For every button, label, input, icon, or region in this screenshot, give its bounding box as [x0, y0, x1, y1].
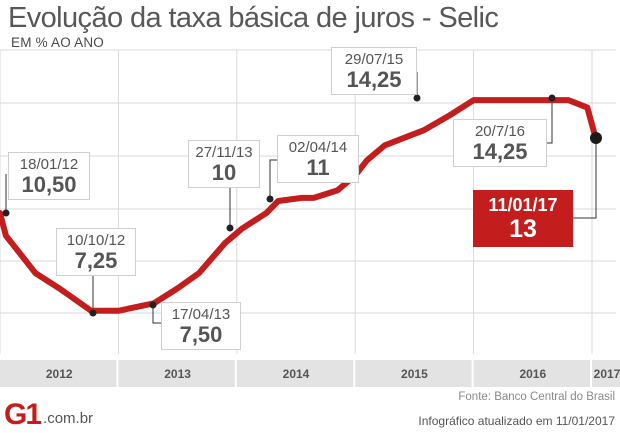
callout-latest: 11/01/17 13	[473, 190, 573, 247]
callout-date: 29/07/15	[344, 51, 404, 68]
g1-logo-mark: G1	[4, 398, 42, 431]
data-points	[2, 94, 602, 317]
callout-value: 14,25	[472, 139, 528, 164]
callout-value: 10	[211, 160, 237, 185]
callout-value: 7,50	[179, 322, 223, 347]
source-note: Fonte: Banco Central do Brasil	[458, 391, 615, 403]
x-axis-separator-5	[590, 360, 592, 387]
x-axis-separator-3	[353, 360, 356, 387]
callout-3: 27/11/13 10	[188, 140, 260, 188]
callout-connectors	[5, 72, 597, 324]
x-tick-label-2013: 2013	[164, 367, 191, 381]
data-point-3	[226, 224, 234, 232]
callout-connector-7	[573, 138, 597, 219]
g1-logo[interactable]: G1 .com.br	[4, 400, 93, 430]
chart-subtitle: EM % AO ANO	[11, 35, 104, 50]
callout-1: 10/10/12 7,25	[56, 228, 136, 276]
data-point-0	[2, 209, 10, 217]
callout-connector-6	[547, 98, 553, 144]
data-point-5	[413, 94, 421, 102]
callout-0: 18/01/12 10,50	[8, 152, 90, 200]
updated-note: Infográfico atualizado em 11/01/2017	[418, 414, 615, 428]
callout-connector-2	[152, 305, 161, 324]
callout-value: 10,50	[21, 172, 77, 197]
callout-5: 29/07/15 14,25	[331, 47, 417, 95]
callout-value: 11	[306, 155, 330, 180]
selic-rate-line	[0, 97, 599, 314]
x-axis-separator-2	[234, 360, 237, 387]
callout-date: 10/10/12	[66, 232, 126, 249]
x-axis-separator-4	[471, 360, 474, 387]
chart-title: Evolução da taxa básica de juros - Selic	[8, 2, 499, 34]
callout-connector-4	[269, 159, 277, 199]
callout-date: 02/04/14	[288, 139, 348, 156]
data-point-4	[266, 195, 274, 203]
x-tick-label-2012: 2012	[46, 367, 73, 381]
callout-date: 17/04/13	[171, 306, 231, 323]
data-point-6	[548, 94, 556, 102]
latest-point-marker	[590, 132, 602, 144]
callout-value: 7,25	[74, 248, 118, 273]
x-axis-band: 2012 2013 2014 2015 2016 2017	[0, 360, 620, 387]
callout-value: 14,25	[346, 67, 402, 92]
x-tick-label-2014: 2014	[283, 367, 310, 381]
x-axis-background	[0, 360, 620, 387]
g1-logo-domain: .com.br	[43, 410, 94, 427]
x-axis-separator-1	[116, 360, 119, 387]
callout-date: 11/01/17	[488, 195, 558, 215]
callout-date: 27/11/13	[195, 144, 253, 161]
callout-6: 20/7/16 14,25	[453, 119, 547, 167]
data-point-2	[149, 301, 157, 309]
data-point-1	[89, 309, 97, 317]
callout-date: 18/01/12	[19, 156, 79, 173]
x-tick-label-2015: 2015	[401, 367, 428, 381]
callout-4: 02/04/14 11	[277, 135, 359, 183]
callout-date: 20/7/16	[474, 123, 526, 140]
callout-2: 17/04/13 7,50	[161, 302, 241, 350]
x-tick-label-2016: 2016	[519, 367, 546, 381]
x-tick-label-2017: 2017	[594, 367, 620, 381]
callout-value: 13	[509, 215, 537, 243]
